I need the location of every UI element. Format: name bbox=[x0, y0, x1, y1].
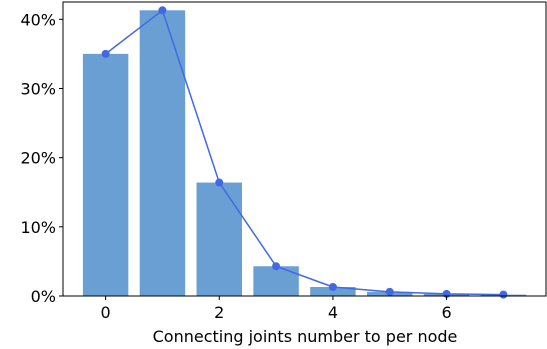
x-tick-label: 2 bbox=[214, 303, 224, 322]
bar-0 bbox=[82, 53, 129, 296]
line-point-0 bbox=[101, 49, 110, 58]
bar-4 bbox=[310, 287, 356, 296]
x-tick-label: 4 bbox=[328, 303, 338, 322]
y-tick-label: 40% bbox=[20, 10, 56, 29]
bar-3 bbox=[253, 266, 299, 296]
x-tick-label: 0 bbox=[101, 303, 111, 322]
x-tick-label: 6 bbox=[441, 303, 451, 322]
bars-layer bbox=[82, 10, 527, 296]
bar-1 bbox=[139, 10, 186, 296]
y-tick-label: 0% bbox=[31, 287, 56, 306]
line-point-2 bbox=[215, 178, 224, 187]
ticks-layer: 0 2 4 6 0% 10% 20% 30% 40% bbox=[20, 10, 451, 322]
plot-frame bbox=[62, 1, 547, 297]
y-tick-label: 10% bbox=[20, 218, 56, 237]
line-point-5 bbox=[385, 287, 394, 296]
bar-2 bbox=[196, 182, 242, 296]
y-tick-label: 20% bbox=[20, 149, 56, 168]
y-tick-label: 30% bbox=[20, 79, 56, 98]
x-axis-label: Connecting joints number to per node bbox=[153, 327, 458, 346]
line-point-7 bbox=[499, 290, 508, 299]
line-point-3 bbox=[272, 262, 281, 271]
axes-layer bbox=[62, 1, 547, 297]
series-line bbox=[105, 9, 504, 296]
line-point-4 bbox=[328, 283, 337, 292]
line-point-1 bbox=[158, 6, 167, 15]
